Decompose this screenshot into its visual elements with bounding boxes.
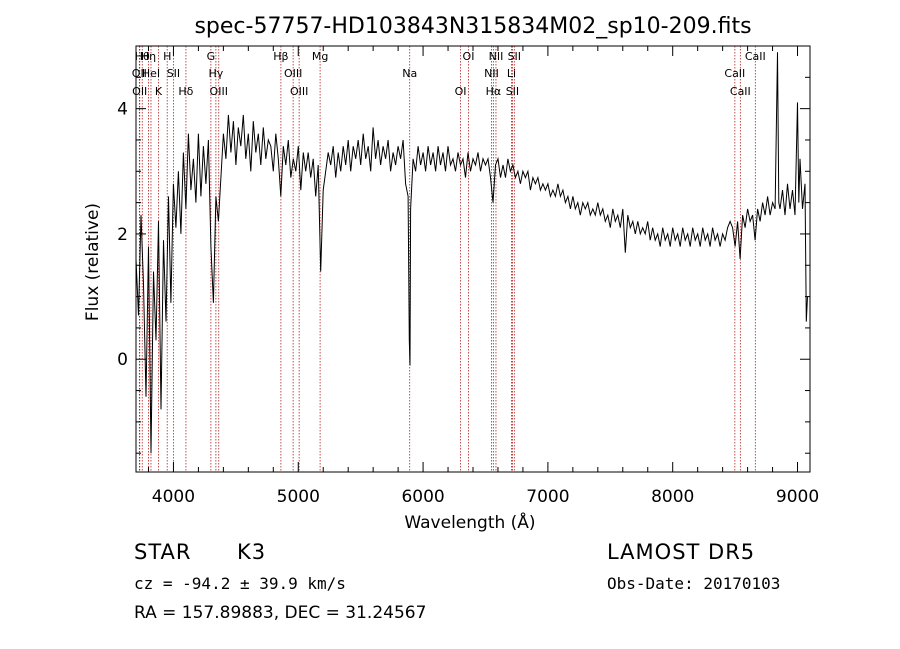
x-axis-ticks: 4000 5000 6000 7000 8000 9000 — [147, 46, 819, 507]
line-label: Hδ — [178, 85, 193, 98]
chart-title: spec-57757-HD103843N315834M02_sp10-209.f… — [194, 14, 751, 39]
object-subclass: K3 — [237, 540, 267, 564]
y-tick-label: 4 — [117, 100, 128, 120]
y-tick-label: 2 — [117, 225, 128, 245]
line-label: Hα — [486, 85, 502, 98]
spectral-line-markers — [138, 46, 756, 472]
spectrum-series — [135, 52, 808, 454]
line-label: Na — [402, 67, 417, 80]
x-tick-label: 9000 — [776, 487, 819, 507]
line-label: SII — [508, 50, 521, 63]
x-axis-label: Wavelength (Å) — [404, 511, 535, 533]
line-label: Hθ — [135, 50, 150, 63]
line-label: CaII — [724, 67, 745, 80]
line-label: Hβ — [273, 50, 288, 63]
line-label: NII — [489, 50, 504, 63]
line-label: OII — [132, 85, 147, 98]
x-tick-label: 8000 — [651, 487, 694, 507]
y-tick-label: 0 — [117, 350, 128, 370]
line-label: OIII — [210, 85, 228, 98]
line-label: Hη — [141, 50, 156, 63]
y-axis-label: Flux (relative) — [83, 203, 103, 321]
line-label: OIII — [284, 67, 302, 80]
x-tick-label: 5000 — [277, 487, 320, 507]
x-tick-label: 6000 — [401, 487, 444, 507]
plot-frame — [135, 45, 811, 473]
line-label: Hγ — [208, 67, 223, 80]
line-label: CaII — [730, 85, 751, 98]
line-label: Mg — [312, 50, 328, 63]
line-label: HeI — [142, 67, 160, 80]
line-label: OIII — [290, 85, 308, 98]
redshift-readout: cz = -94.2 ± 39.9 km/s — [134, 574, 346, 593]
line-label: H — [163, 50, 171, 63]
line-label: CaII — [745, 50, 766, 63]
y-axis-ticks: 0 2 4 — [117, 76, 810, 454]
line-label: K — [155, 85, 163, 98]
line-label: OI — [455, 85, 467, 98]
x-tick-label: 4000 — [152, 487, 195, 507]
coordinates: RA = 157.89883, DEC = 31.24567 — [134, 603, 427, 623]
line-label: SII — [167, 67, 180, 80]
line-label: NII — [484, 67, 499, 80]
object-class: STAR — [134, 540, 192, 564]
x-tick-label: 7000 — [526, 487, 569, 507]
survey-name: LAMOST DR5 — [607, 540, 756, 564]
line-label: G — [207, 50, 216, 63]
line-label: OI — [463, 50, 475, 63]
line-label: Li — [507, 67, 516, 80]
line-label: SII — [506, 85, 519, 98]
observation-date: Obs-Date: 20170103 — [607, 574, 781, 593]
spectral-line-labels: HθOIIOIIHηHeIKHSIIHδGHγOIIIHβOIIIOIIIMgN… — [132, 50, 766, 98]
